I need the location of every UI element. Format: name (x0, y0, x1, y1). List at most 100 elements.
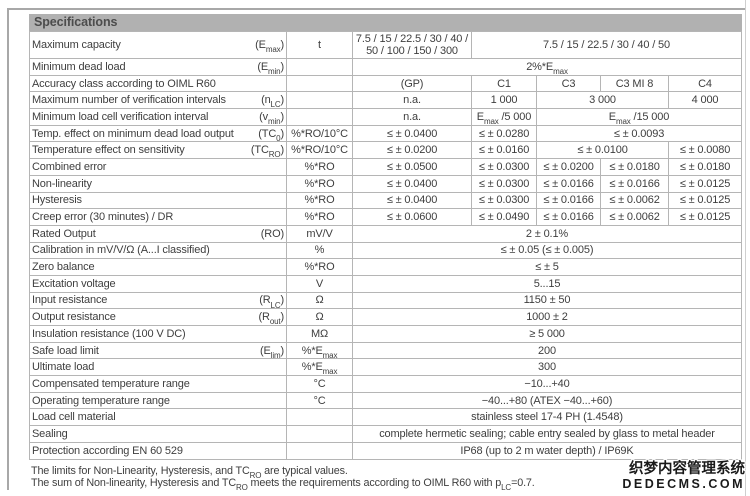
spec-value-cell: ≤ ± 0.0200 (352, 141, 472, 160)
spec-value-cell: ≤ ± 0.0100 (536, 141, 669, 160)
spec-row: Creep error (30 minutes) / DR %*RO ≤ ± 0.0… (29, 208, 742, 226)
spec-row: Zero balance %*RO ≤ ± 5 (29, 258, 742, 276)
spec-row: Sealing complete hermetic sealing; cable … (29, 425, 742, 443)
spec-value-cell: ≤ ± 0.0300 (471, 174, 537, 193)
spec-value-cell: ≤ ± 0.0180 (600, 158, 669, 176)
spec-value-cell: ≤ ± 0.0500 (352, 158, 472, 176)
spec-label: Creep error (30 minutes) / DR (32, 211, 174, 224)
spec-value-cell: ≤ ± 0.0125 (668, 208, 742, 226)
spec-label: Hysteresis (32, 194, 82, 207)
spec-label-cell: Insulation resistance (100 V DC) (29, 325, 287, 343)
spec-row: Calibration in mV/V/Ω (A...I classified)… (29, 241, 742, 260)
spec-label-cell: Temperature effect on sensitivity (TCRO) (29, 141, 287, 160)
spec-value-cell: ≤ ± 0.0300 (471, 191, 537, 210)
spec-row: Hysteresis %*RO ≤ ± 0.0400 ≤ ± 0.0300 ≤ ± 0.… (29, 191, 742, 210)
spec-label-cell: Accuracy class according to OIML R60 (29, 74, 287, 93)
spec-value-cell: 2%*Emax (352, 58, 742, 76)
spec-value-cell: Emax /15 000 (536, 108, 742, 126)
spec-row: Insulation resistance (100 V DC) MΩ ≥ 5 00… (29, 325, 742, 343)
spec-label-cell: Creep error (30 minutes) / DR (29, 208, 287, 226)
spec-label: Calibration in mV/V/Ω (A...I classified) (32, 244, 210, 257)
section-title: Specifications (29, 14, 742, 31)
watermark: 织梦内容管理系统 DEDECMS.COM (622, 461, 745, 491)
spec-label: Load cell material (32, 411, 116, 424)
spec-unit-cell: Ω (286, 308, 353, 326)
spec-value-cell: ≤ ± 0.0080 (668, 141, 742, 160)
spec-value-cell: −40...+80 (ATEX −40...+60) (352, 391, 742, 410)
spec-value-cell: 7.5 / 15 / 22.5 / 30 / 40 / 50 (471, 31, 742, 59)
spec-value-cell: (GP) (352, 74, 472, 93)
spec-value-cell: ≤ ± 0.0200 (536, 158, 601, 176)
spec-row: Maximum capacity (Emax) t 7.5 / 15 / 22.5 /… (29, 31, 742, 59)
spec-label-cell: Ultimate load (29, 358, 287, 377)
spec-unit-cell: %*RO (286, 191, 353, 210)
spec-symbol: (RO) (260, 227, 284, 240)
spec-value-cell: 3 000 (536, 91, 669, 110)
spec-label-cell: Temp. effect on minimum dead load output… (29, 124, 287, 143)
spec-value-cell: 1 000 (471, 91, 537, 110)
spec-row: Compensated temperature range °C −10...+40 (29, 375, 742, 393)
footnote-line: The limits for Non-Linearity, Hysteresis… (31, 464, 348, 480)
spec-label: Input resistance (32, 294, 108, 307)
spec-value-cell: ≤ ± 0.0062 (600, 208, 669, 226)
spec-value-cell: 5...15 (352, 274, 742, 293)
spec-value-cell: ≤ ± 0.0400 (352, 191, 472, 210)
spec-label: Maximum capacity (32, 39, 121, 51)
spec-value-cell: ≥ 5 000 (352, 325, 742, 343)
spec-unit-cell: °C (286, 375, 353, 393)
spec-unit-cell: %*Emax (286, 358, 353, 377)
spec-label: Compensated temperature range (32, 377, 190, 390)
spec-value-cell: C3 MI 8 (600, 74, 669, 93)
spec-value-cell: ≤ ± 0.0166 (536, 191, 601, 210)
spec-label: Excitation voltage (32, 277, 116, 290)
spec-row: Accuracy class according to OIML R60 (GP)… (29, 74, 742, 93)
spec-value-cell: ≤ ± 0.0160 (471, 141, 537, 160)
spec-value-cell: n.a. (352, 108, 472, 126)
spec-label-cell: Minimum dead load (Emin) (29, 58, 287, 76)
spec-value-cell: C4 (668, 74, 742, 93)
spec-row: Operating temperature range °C −40...+80 (… (29, 391, 742, 410)
spec-value-cell: 1150 ± 50 (352, 291, 742, 310)
spec-row: Excitation voltage V 5...15 (29, 274, 742, 293)
spec-unit-cell: MΩ (286, 325, 353, 343)
spec-unit-cell: V (286, 274, 353, 293)
page-top-rule (7, 8, 745, 10)
spec-unit-cell: mV/V (286, 224, 353, 243)
spec-unit-cell (286, 58, 353, 76)
specifications-section: Specifications Maximum capacity (Emax) t 7.… (29, 14, 742, 492)
spec-label-cell: Load cell material (29, 408, 287, 427)
spec-value-cell: ≤ ± 0.05 (≤ ± 0.005) (352, 241, 742, 260)
spec-label-cell: Operating temperature range (29, 391, 287, 410)
spec-value-cell: ≤ ± 0.0166 (536, 174, 601, 193)
spec-value-cell: Emax /5 000 (471, 108, 537, 126)
footnotes: The limits for Non-Linearity, Hysteresis… (29, 464, 742, 492)
spec-unit-cell: Ω (286, 291, 353, 310)
watermark-domain-text: DEDECMS.COM (622, 477, 745, 491)
spec-value-cell: ≤ ± 0.0166 (536, 208, 601, 226)
spec-unit-cell: %*RO (286, 258, 353, 276)
spec-unit-cell (286, 441, 353, 460)
spec-row: Safe load limit (Elim) %*Emax 200 (29, 341, 742, 360)
spec-label-cell: Maximum capacity (Emax) (29, 31, 287, 59)
spec-value-cell: ≤ ± 0.0093 (536, 124, 742, 143)
spec-label-cell: Non-linearity (29, 174, 287, 193)
spec-unit-cell (286, 108, 353, 126)
spec-value-cell: ≤ ± 0.0400 (352, 174, 472, 193)
spec-value-cell: ≤ ± 0.0300 (471, 158, 537, 176)
spec-unit-cell: %*RO/10°C (286, 124, 353, 143)
spec-value-cell: 1000 ± 2 (352, 308, 742, 326)
spec-label: Maximum number of verification intervals (32, 94, 226, 107)
spec-unit-cell: %*Emax (286, 341, 353, 360)
spec-value-cell: ≤ ± 0.0600 (352, 208, 472, 226)
spec-unit-cell: % (286, 241, 353, 260)
spec-unit-cell (286, 91, 353, 110)
spec-value-cell: C3 (536, 74, 601, 93)
spec-table-body: Maximum capacity (Emax) t 7.5 / 15 / 22.5 /… (29, 31, 742, 460)
spec-label-cell: Minimum load cell verification interval (… (29, 108, 287, 126)
spec-label: Rated Output (32, 227, 96, 240)
spec-symbol: (TCRO) (250, 144, 284, 159)
spec-value-cell: complete hermetic sealing; cable entry s… (352, 425, 742, 443)
spec-label: Temperature effect on sensitivity (32, 144, 185, 157)
spec-row: Rated Output (RO) mV/V 2 ± 0.1% (29, 224, 742, 243)
spec-row: Minimum dead load (Emin) 2%*Emax (29, 58, 742, 76)
